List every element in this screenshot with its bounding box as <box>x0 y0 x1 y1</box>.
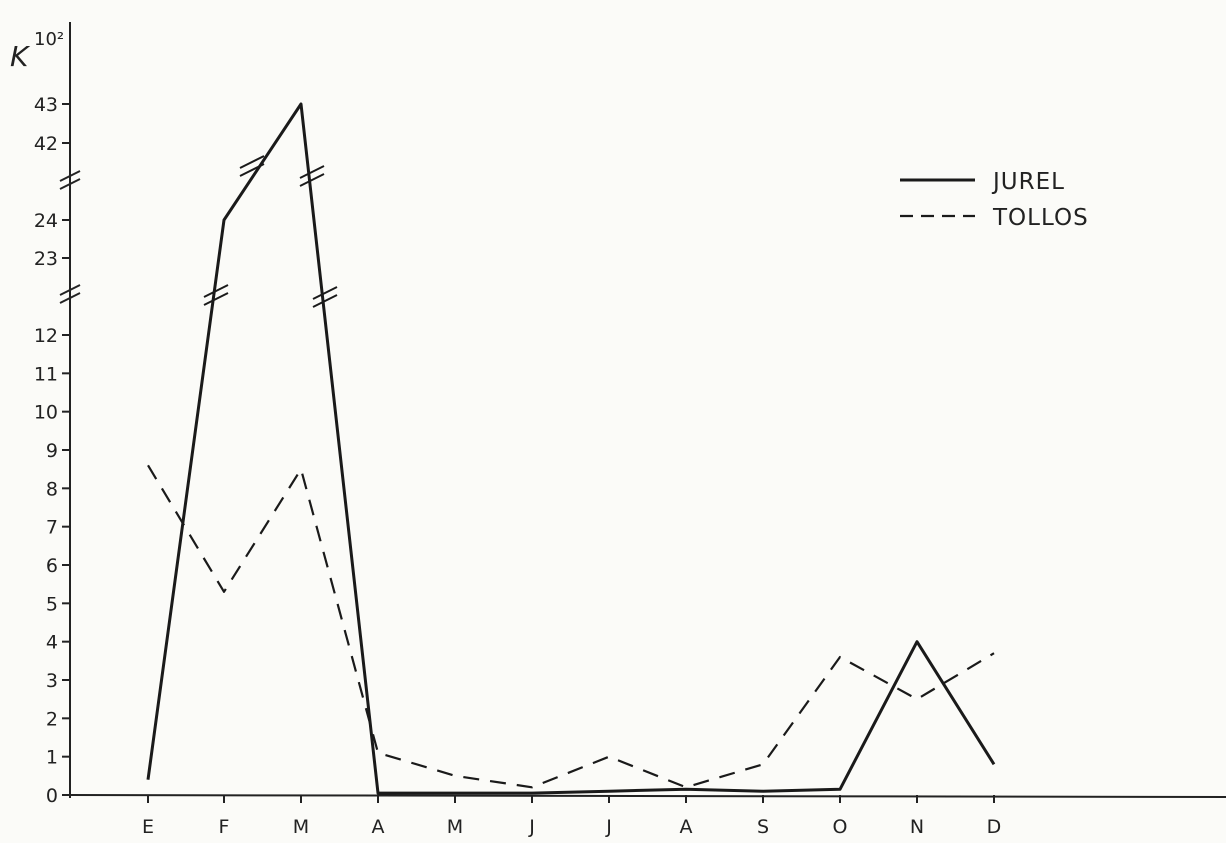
y-tick-label: 10 <box>34 402 58 424</box>
y-axis-label-exponent: 10² <box>34 29 64 50</box>
series-line-tollos <box>147 464 995 789</box>
y-tick-label: 1 <box>46 747 58 769</box>
y-tick-label: 24 <box>34 210 58 232</box>
x-tick-label: N <box>910 816 924 838</box>
x-tick-label: M <box>293 816 309 838</box>
x-tick-label: O <box>833 816 848 838</box>
line-break-mark <box>203 284 229 306</box>
y-axis-break-mark <box>59 170 81 190</box>
series-layer <box>146 102 996 795</box>
x-axis-line <box>69 794 1226 798</box>
y-tick-label: 4 <box>46 632 58 654</box>
y-tick-label: 23 <box>34 248 58 270</box>
x-tick-label: M <box>447 816 463 838</box>
x-tick-label: D <box>987 816 1002 838</box>
y-tick-label: 42 <box>34 133 58 155</box>
y-axis-break-mark <box>59 284 81 304</box>
y-tick-label: 0 <box>46 785 58 807</box>
y-tick-label: 6 <box>46 555 58 577</box>
axes <box>59 22 1226 798</box>
legend: JUREL TOLLOS <box>900 169 1089 231</box>
y-axis-label: K <box>10 40 31 73</box>
x-tick-label: J <box>605 816 612 838</box>
x-tick-label: J <box>528 816 535 838</box>
legend-label-tollos: TOLLOS <box>992 205 1089 231</box>
y-tick-label: 12 <box>34 325 58 347</box>
y-tick-label: 8 <box>46 478 58 500</box>
x-tick-label: F <box>219 816 230 838</box>
x-tick-label: A <box>372 816 385 838</box>
y-tick-label: 43 <box>34 94 58 116</box>
x-tick-label: S <box>757 816 769 838</box>
legend-label-jurel: JUREL <box>991 169 1065 195</box>
y-tick-label: 3 <box>46 670 58 692</box>
y-tick-label: 9 <box>46 440 58 462</box>
line-break-mark <box>312 286 338 308</box>
y-tick-label: 5 <box>46 593 58 615</box>
series-line-jurel <box>146 102 996 795</box>
y-tick-label: 7 <box>46 517 58 539</box>
y-tick-label: 2 <box>46 708 58 730</box>
x-tick-label: E <box>142 816 154 838</box>
x-tick-label: A <box>680 816 693 838</box>
line-break-mark <box>239 155 265 177</box>
y-tick-label: 11 <box>34 363 58 385</box>
line-break-mark <box>299 165 325 187</box>
